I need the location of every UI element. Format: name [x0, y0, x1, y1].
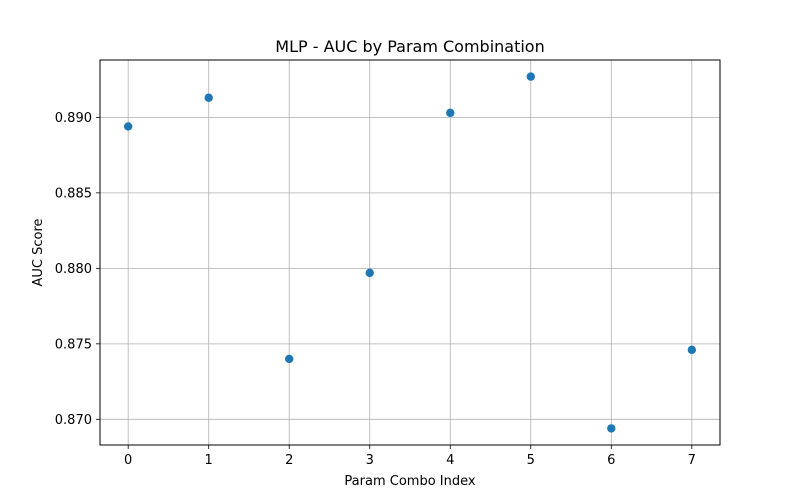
x-tick-label: 0 [124, 453, 132, 468]
y-tick-label: 0.890 [55, 111, 92, 126]
y-tick-label: 0.870 [55, 413, 92, 428]
tick-layer: 0 1 2 3 4 5 6 7 0.870 0.875 0.880 0.885 0.890 [55, 111, 696, 468]
data-point [123, 122, 133, 131]
x-tick-label: 4 [446, 453, 454, 468]
x-tick-label: 5 [527, 453, 535, 468]
data-point [285, 354, 294, 364]
chart-title: MLP - AUC by Param Combination [275, 37, 544, 56]
x-tick-label: 2 [285, 453, 293, 468]
y-axis-label: AUC Score [31, 218, 46, 286]
y-tick-label: 0.885 [55, 186, 92, 201]
x-tick-label: 3 [366, 453, 374, 468]
x-tick-label: 7 [688, 453, 696, 468]
data-point [687, 345, 697, 355]
x-tick-label: 1 [205, 453, 213, 468]
data-point [204, 93, 213, 102]
y-tick-label: 0.880 [55, 262, 92, 277]
data-point [446, 108, 455, 118]
data-point [607, 424, 616, 433]
point-layer [123, 72, 697, 433]
data-point [365, 268, 374, 278]
y-tick-label: 0.875 [55, 337, 92, 352]
grid-layer [100, 60, 720, 445]
data-point [526, 72, 535, 81]
x-tick-label: 6 [607, 453, 615, 468]
plot-frame [99, 59, 721, 446]
x-axis-label: Param Combo Index [344, 474, 475, 489]
